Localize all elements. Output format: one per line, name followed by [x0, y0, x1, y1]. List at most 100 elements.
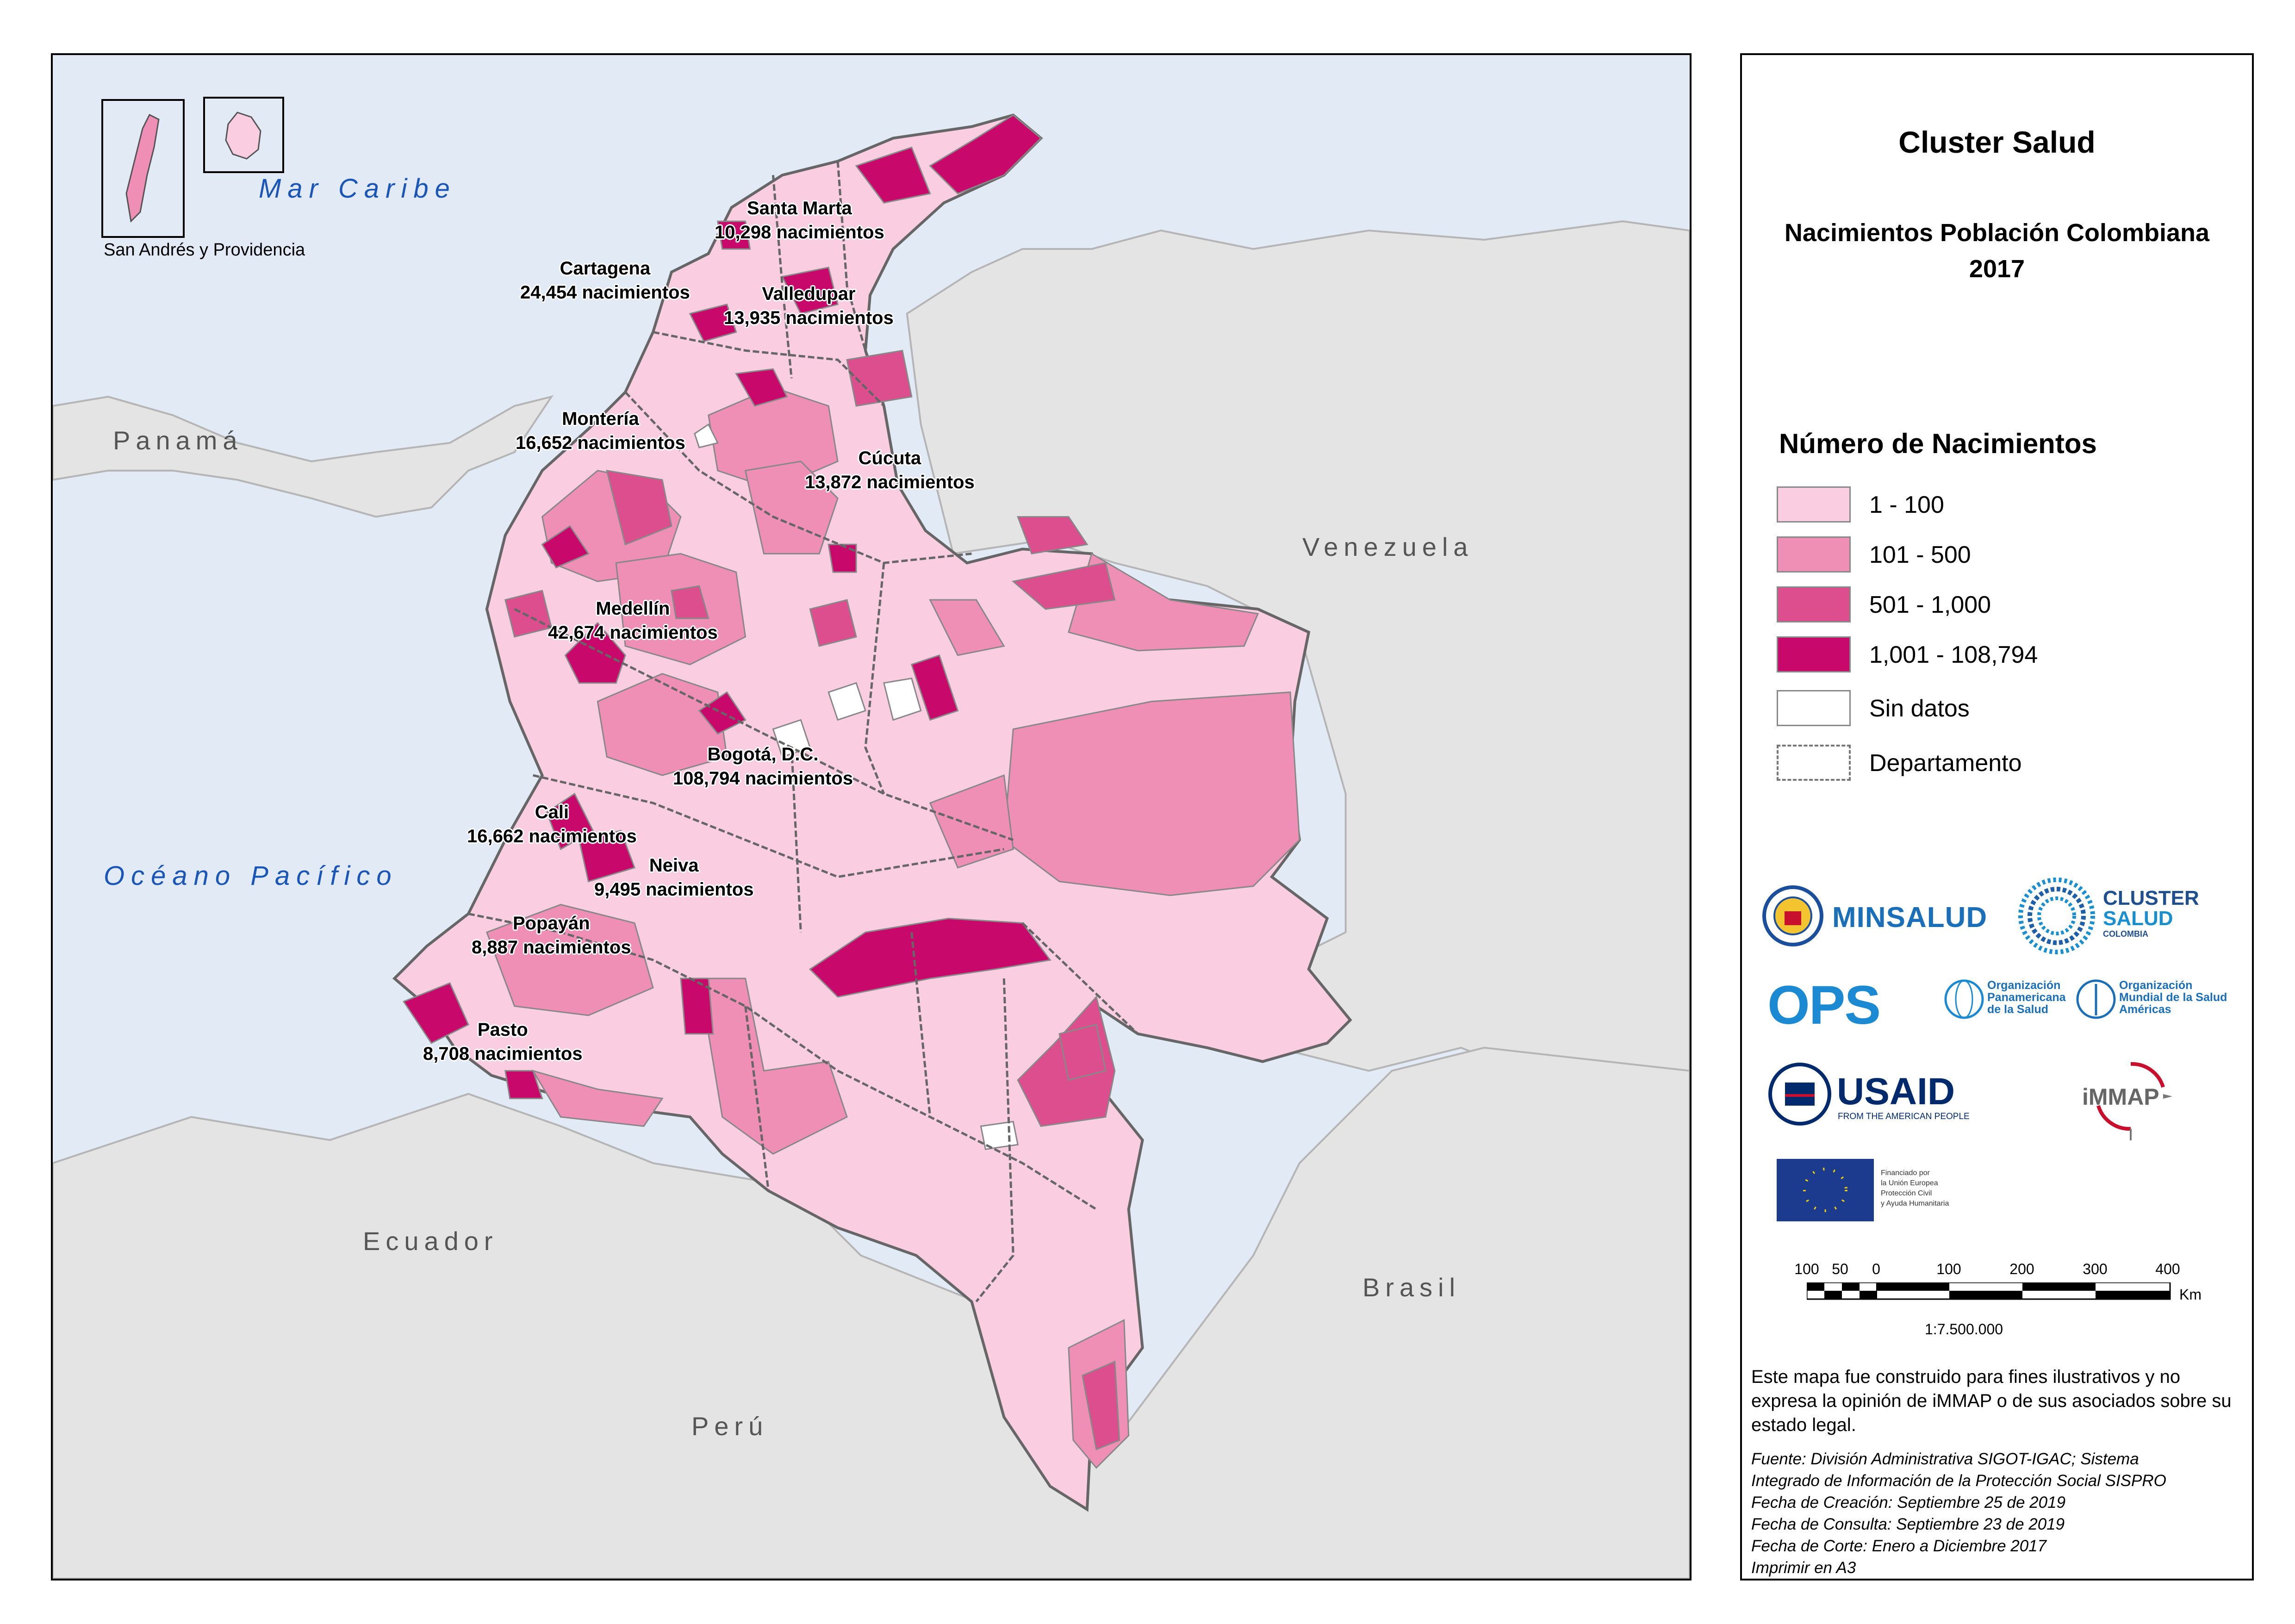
legend-item-3: 501 - 1,000: [1777, 586, 2193, 624]
source-info: Fuente: División Administrativa SIGOT-IG…: [1751, 1448, 2251, 1579]
city-label-valledupar[interactable]: Valledupar 13,935 nacimientos: [724, 282, 894, 330]
source-line: Fecha de Corte: Enero a Diciembre 2017: [1751, 1537, 2047, 1555]
legend-item-1: 1 - 100: [1777, 486, 2193, 524]
oms-org-1: Organización: [2119, 979, 2193, 992]
eu-text-1: Financiado por: [1881, 1169, 1930, 1177]
ops-org-1: Organización: [1987, 979, 2061, 992]
city-name: Valledupar: [762, 284, 856, 304]
inset-providencia[interactable]: [203, 97, 284, 173]
country-label-venezuela: Venezuela: [1302, 532, 1474, 561]
city-label-monteria[interactable]: Montería 16,652 nacimientos: [516, 407, 685, 455]
subtitle-line1: Nacimientos Población Colombiana: [1784, 219, 2210, 247]
department-borders: [468, 161, 1139, 1303]
map-frame[interactable]: Mar Caribe Océano Pacífico Panamá Venezu…: [51, 53, 1692, 1580]
neighbor-land: [53, 220, 1690, 1579]
legend-item-4: 1,001 - 108,794: [1777, 636, 2193, 674]
oms-org-3: Américas: [2119, 1003, 2171, 1016]
legend-label: 1,001 - 108,794: [1869, 641, 2038, 668]
eu-text-4: y Ayuda Humanitaria: [1881, 1200, 1949, 1207]
minsalud-text: MINSALUD: [1832, 902, 1988, 933]
usaid-logo: USAID FROM THE AMERICAN PEOPLE: [1767, 1062, 2008, 1131]
ops-logo: OPS Organización Panamericana de la Salu…: [1767, 974, 2066, 1036]
scale-numbers: 100 50 0 100 200 300 400: [1742, 1261, 2252, 1279]
scale-tick: 0: [1872, 1261, 1880, 1277]
immap-compass-icon: [2096, 1062, 2172, 1140]
oms-org-2: Mundial de la Salud: [2119, 991, 2227, 1004]
city-name: Popayán: [512, 913, 590, 933]
city-name: Neiva: [649, 855, 699, 876]
city-value: 13,872 nacimientos: [805, 472, 975, 492]
usaid-tagline: FROM THE AMERICAN PEOPLE: [1838, 1112, 1970, 1121]
inset-label: San Andrés y Providencia: [104, 240, 305, 260]
usaid-text: USAID: [1837, 1070, 1955, 1113]
legend-swatch: [1777, 636, 1851, 672]
legend-swatch: [1777, 586, 1851, 622]
oms-logo: Organización Mundial de la Salud América…: [2075, 978, 2242, 1029]
paho-globe-icon: [1944, 979, 1984, 1019]
city-label-santa-marta[interactable]: Santa Marta 10,298 nacimientos: [715, 196, 884, 244]
city-value: 10,298 nacimientos: [715, 222, 884, 243]
choropleth-map[interactable]: [53, 55, 1690, 1579]
city-label-pasto[interactable]: Pasto 8,708 nacimientos: [423, 1018, 583, 1066]
city-name: Santa Marta: [747, 198, 852, 218]
legend-label: 101 - 500: [1869, 541, 1971, 568]
cluster-text-2: SALUD: [2103, 907, 2173, 930]
legend-item-5: Sin datos: [1777, 690, 2193, 728]
city-name: Cúcuta: [858, 448, 921, 468]
city-value: 108,794 nacimientos: [673, 768, 853, 789]
city-label-cucuta[interactable]: Cúcuta 13,872 nacimientos: [805, 446, 975, 494]
city-name: Cartagena: [560, 258, 651, 279]
country-label-panama: Panamá: [113, 426, 243, 455]
legend-item-6: Departamento: [1777, 745, 2193, 783]
city-value: 8,708 nacimientos: [423, 1044, 583, 1064]
scale-tick: 200: [2009, 1261, 2034, 1277]
scale-tick: 400: [2155, 1261, 2180, 1277]
san-andres-island: [125, 113, 160, 223]
venezuela-land: [906, 220, 1690, 1095]
city-value: 9,495 nacimientos: [594, 879, 754, 900]
cluster-spiral-icon: [2018, 877, 2095, 954]
ops-org-2: Panamericana: [1987, 991, 2066, 1004]
scale-tick: 300: [2083, 1261, 2108, 1277]
legend-label: Sin datos: [1869, 695, 1970, 722]
city-label-cartagena[interactable]: Cartagena 24,454 nacimientos: [520, 256, 690, 305]
source-line: Fecha de Consulta: Septiembre 23 de 2019: [1751, 1515, 2065, 1533]
eu-text-3: Protección Civil: [1881, 1189, 1932, 1197]
eu-flag-icon: [1777, 1159, 1874, 1221]
country-label-ecuador: Ecuador: [363, 1226, 498, 1256]
city-name: Pasto: [477, 1020, 528, 1040]
source-line: Fecha de Creación: Septiembre 25 de 2019: [1751, 1493, 2066, 1512]
city-name: Cali: [535, 802, 569, 822]
subtitle-line2: 2017: [1969, 255, 2025, 283]
city-label-neiva[interactable]: Neiva 9,495 nacimientos: [594, 853, 754, 902]
legend-swatch: [1777, 745, 1851, 781]
disclaimer-note: Este mapa fue construido para fines ilus…: [1751, 1367, 2232, 1435]
city-label-medellin[interactable]: Medellín 42,674 nacimientos: [548, 597, 718, 645]
city-label-cali[interactable]: Cali 16,662 nacimientos: [467, 800, 637, 848]
panel-subtitle: Nacimientos Población Colombiana 2017: [1742, 215, 2252, 287]
city-label-popayan[interactable]: Popayán 8,887 nacimientos: [472, 911, 631, 959]
scale-tick: 50: [1832, 1261, 1848, 1277]
legend-swatch: [1777, 536, 1851, 572]
legend-item-2: 101 - 500: [1777, 536, 2193, 574]
country-label-brasil: Brasil: [1362, 1273, 1461, 1302]
source-line: Imprimir en A3: [1751, 1559, 1856, 1577]
scale-ratio: 1:7.500.000: [1925, 1321, 2003, 1338]
legend-swatch: [1777, 690, 1851, 726]
cluster-salud-logo: CLUSTER SALUD COLOMBIA: [2015, 874, 2237, 958]
ops-org-3: de la Salud: [1987, 1003, 2048, 1016]
scale-tick: 100: [1794, 1261, 1819, 1277]
legend-label: 1 - 100: [1869, 492, 1944, 518]
usaid-seal-icon: [1768, 1063, 1831, 1126]
who-emblem-icon: [2076, 979, 2116, 1019]
scale-unit: Km: [2179, 1286, 2202, 1303]
immap-text: iMMAP: [2082, 1084, 2159, 1110]
sea-label-caribe: Mar Caribe: [259, 174, 456, 204]
sea-label-pacifico: Océano Pacífico: [104, 861, 398, 891]
city-label-bogota[interactable]: Bogotá, D.C. 108,794 nacimientos: [673, 742, 853, 790]
legend-label: Departamento: [1869, 750, 2022, 777]
legend-swatch: [1777, 486, 1851, 523]
cluster-text-1: CLUSTER: [2103, 887, 2199, 909]
inset-san-andres[interactable]: [101, 99, 185, 238]
source-line: Integrado de Información de la Protecció…: [1751, 1472, 2166, 1490]
